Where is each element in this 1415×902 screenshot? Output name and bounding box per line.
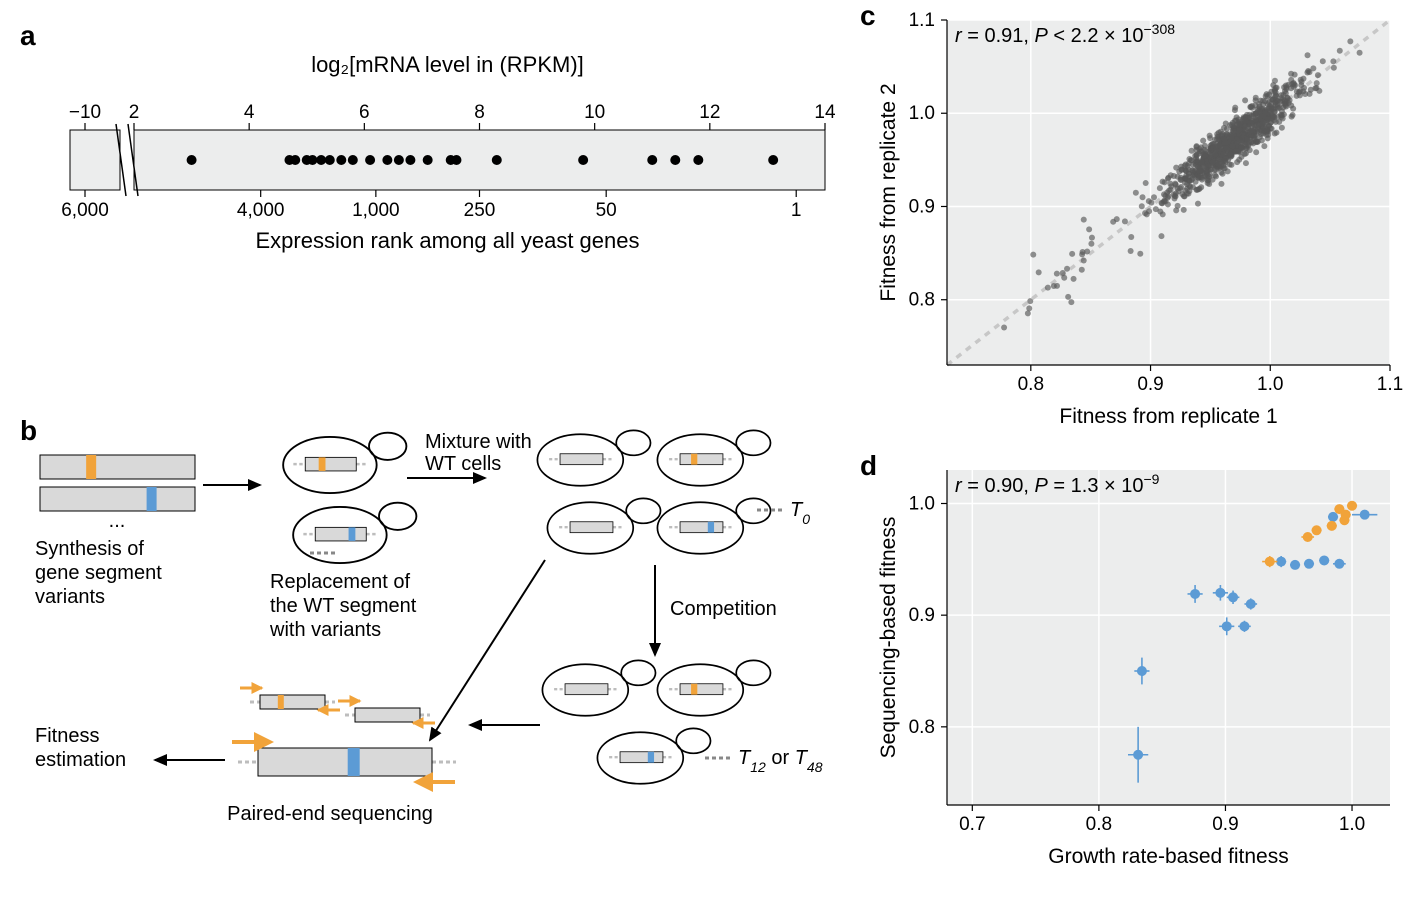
svg-text:14: 14 [814, 102, 836, 123]
svg-text:T0: T0 [790, 499, 810, 527]
panel-b-diagram: ... Synthesis ofgene segmentvariants Repla… [25, 420, 845, 890]
svg-text:2: 2 [129, 102, 140, 123]
panel-d-ylabel: Sequencing-based fitness [877, 517, 900, 759]
svg-text:6,000: 6,000 [61, 200, 109, 221]
svg-text:1.0: 1.0 [909, 494, 935, 515]
panel-c-label: c [860, 0, 876, 32]
svg-text:−10: −10 [69, 102, 101, 123]
svg-text:Paired-end sequencing: Paired-end sequencing [227, 803, 433, 825]
panel-a-top-title: log₂[mRNA level in (RPKM)] [311, 52, 584, 77]
svg-text:0.8: 0.8 [1086, 814, 1112, 835]
svg-text:0.9: 0.9 [909, 605, 935, 626]
svg-text:0.9: 0.9 [1137, 374, 1163, 395]
svg-text:0.8: 0.8 [909, 717, 935, 738]
svg-text:with variants: with variants [269, 619, 381, 641]
svg-text:8: 8 [474, 102, 485, 123]
svg-text:0.8: 0.8 [909, 290, 935, 311]
svg-text:1,000: 1,000 [352, 200, 400, 221]
svg-text:...: ... [109, 510, 126, 532]
panel-a-chart: log₂[mRNA level in (RPKM)] −10 2 4 6 8 10 12 14 6… [40, 50, 840, 310]
panel-c-ylabel: Fitness from replicate 2 [877, 83, 900, 301]
panel-a-label: a [20, 20, 36, 52]
figure-root: a b c d log₂[mRNA level in (RPKM)]−10246… [20, 20, 1395, 882]
panel-c-xlabel: Fitness from replicate 1 [1059, 405, 1277, 428]
svg-text:Synthesis of: Synthesis of [35, 538, 144, 560]
svg-text:1: 1 [791, 200, 802, 221]
svg-text:1.0: 1.0 [1339, 814, 1365, 835]
svg-text:0.7: 0.7 [959, 814, 985, 835]
svg-text:4,000: 4,000 [237, 200, 285, 221]
svg-text:estimation: estimation [35, 749, 126, 771]
svg-text:50: 50 [596, 200, 617, 221]
svg-text:gene segment: gene segment [35, 562, 162, 584]
panel-c-scatter: 0.8 0.9 1.0 1.1 0.8 0.9 1.0 1.1 Fitness from rep… [875, 5, 1405, 445]
svg-text:12: 12 [699, 102, 720, 123]
panel-d-xlabel: Growth rate-based fitness [1048, 845, 1288, 868]
svg-text:Replacement of: Replacement of [270, 571, 411, 593]
svg-text:0.8: 0.8 [1018, 374, 1044, 395]
svg-text:4: 4 [244, 102, 255, 123]
panel-d-scatter: 0.7 0.8 0.9 1.0 0.8 0.9 1.0 Growth rate-based f… [875, 455, 1405, 895]
svg-text:1.0: 1.0 [1257, 374, 1283, 395]
svg-text:0.9: 0.9 [1212, 814, 1238, 835]
svg-text:Mixture with: Mixture with [425, 431, 532, 453]
panel-d-stat: r = 0.90, P = 1.3 × 10−9 [955, 471, 1160, 497]
svg-text:10: 10 [584, 102, 605, 123]
panel-c-stat: r = 0.91, P < 2.2 × 10−308 [955, 21, 1175, 47]
svg-text:6: 6 [359, 102, 370, 123]
svg-text:variants: variants [35, 586, 105, 608]
svg-text:1.0: 1.0 [909, 103, 935, 124]
svg-text:Fitness: Fitness [35, 725, 99, 747]
svg-text:250: 250 [464, 200, 496, 221]
svg-text:T12 or T48: T12 or T48 [738, 747, 823, 775]
svg-text:0.9: 0.9 [909, 196, 935, 217]
panel-a-bottom-title: Expression rank among all yeast genes [256, 228, 640, 253]
svg-text:1.1: 1.1 [909, 10, 935, 31]
svg-text:1.1: 1.1 [1377, 374, 1403, 395]
svg-text:WT cells: WT cells [425, 453, 501, 475]
svg-text:the WT segment: the WT segment [270, 595, 417, 617]
svg-text:Competition: Competition [670, 598, 777, 620]
